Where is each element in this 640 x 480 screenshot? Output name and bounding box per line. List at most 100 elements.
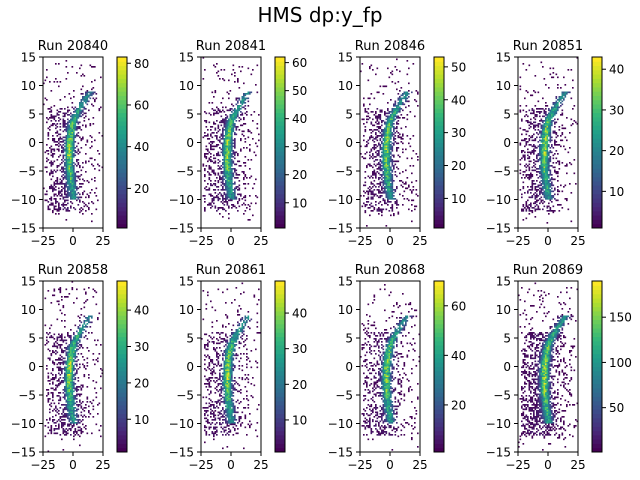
- heatmap-cell: [68, 384, 71, 387]
- heatmap-cell: [73, 386, 75, 388]
- heatmap-cell: [229, 175, 232, 178]
- heatmap-cell: [222, 121, 224, 124]
- heatmap-cell: [542, 175, 544, 178]
- heatmap-cell: [77, 342, 80, 345]
- heatmap-cell: [217, 127, 220, 130]
- heatmap-cell: [564, 96, 567, 98]
- heatmap-cell: [73, 410, 75, 412]
- heatmap-cell: [249, 148, 251, 151]
- heatmap-cell: [539, 165, 541, 167]
- heatmap-cell: [71, 138, 74, 140]
- heatmap-cell: [210, 141, 212, 143]
- heatmap-cell: [67, 178, 69, 181]
- heatmap-cell: [545, 112, 547, 115]
- heatmap-cell: [384, 171, 386, 173]
- heatmap-cell: [223, 172, 226, 175]
- heatmap-cell: [59, 141, 62, 143]
- colorbar-segment: [592, 129, 602, 135]
- heatmap-cell: [561, 124, 564, 127]
- heatmap-cell: [409, 189, 412, 191]
- heatmap-cell: [240, 150, 242, 152]
- heatmap-cell: [231, 103, 233, 106]
- heatmap-cell: [381, 156, 383, 158]
- heatmap-cell: [82, 384, 84, 387]
- heatmap-cell: [43, 82, 45, 85]
- heatmap-cell: [97, 163, 99, 166]
- heatmap-cell: [528, 121, 531, 124]
- heatmap-cell: [74, 338, 77, 340]
- heatmap-cell: [379, 165, 382, 167]
- heatmap-cell: [527, 154, 529, 157]
- heatmap-cell: [390, 133, 392, 136]
- heatmap-cell: [235, 163, 238, 166]
- heatmap-cell: [528, 213, 531, 215]
- heatmap-cell: [220, 148, 223, 151]
- heatmap-cell: [394, 112, 397, 115]
- heatmap-cell: [240, 165, 242, 167]
- heatmap-cell: [229, 189, 232, 191]
- heatmap-cell: [552, 109, 555, 112]
- heatmap-cell: [50, 354, 53, 357]
- heatmap-cell: [385, 169, 388, 172]
- heatmap-cell: [101, 372, 104, 375]
- heatmap-cell: [235, 207, 238, 209]
- heatmap-cell: [83, 117, 86, 119]
- heatmap-cell: [77, 132, 80, 134]
- heatmap-cell: [205, 126, 208, 128]
- heatmap-cell: [548, 195, 550, 197]
- heatmap-cell: [53, 351, 56, 354]
- heatmap-cell: [367, 112, 370, 115]
- heatmap-cell: [71, 121, 74, 124]
- heatmap-cell: [83, 302, 86, 304]
- heatmap-cell: [549, 208, 552, 211]
- heatmap-cell: [100, 368, 102, 370]
- heatmap-cell: [545, 154, 547, 157]
- heatmap-cell: [68, 178, 71, 181]
- heatmap-cell: [76, 335, 78, 337]
- heatmap-cell: [49, 350, 51, 352]
- heatmap-cell: [59, 181, 62, 184]
- heatmap-cell: [533, 180, 535, 182]
- heatmap-cell: [59, 163, 62, 166]
- heatmap-cell: [46, 332, 48, 334]
- heatmap-cell: [85, 171, 87, 173]
- heatmap-cell: [74, 190, 77, 193]
- heatmap-cell: [225, 201, 227, 203]
- heatmap-cell: [82, 109, 84, 112]
- heatmap-cell: [575, 121, 577, 124]
- heatmap-cell: [400, 103, 403, 106]
- heatmap-cell: [214, 66, 217, 68]
- heatmap-cell: [384, 85, 386, 88]
- heatmap-cell: [372, 186, 374, 188]
- heatmap-cell: [220, 120, 223, 122]
- heatmap-cell: [551, 121, 553, 124]
- heatmap-cell: [73, 375, 75, 378]
- heatmap-cell: [210, 135, 212, 137]
- heatmap-cell: [548, 198, 550, 200]
- heatmap-cell: [231, 169, 233, 172]
- heatmap-cell: [534, 201, 537, 203]
- heatmap-cell: [64, 139, 66, 142]
- heatmap-cell: [393, 109, 395, 112]
- heatmap-cell: [76, 348, 78, 351]
- heatmap-cell: [91, 93, 93, 95]
- colorbar-segment: [275, 223, 285, 229]
- heatmap-cell: [563, 94, 565, 97]
- heatmap-cell: [372, 174, 374, 176]
- heatmap-cell: [397, 135, 400, 137]
- heatmap-cell: [543, 156, 546, 158]
- heatmap-cell: [71, 347, 74, 349]
- heatmap-cell: [74, 347, 77, 349]
- heatmap-cell: [243, 82, 245, 85]
- heatmap-cell: [387, 157, 389, 160]
- heatmap-cell: [55, 124, 57, 127]
- heatmap-cell: [524, 154, 526, 157]
- heatmap-cell: [70, 339, 72, 342]
- heatmap-cell: [235, 97, 238, 100]
- heatmap-cell: [228, 118, 230, 121]
- heatmap-cell: [561, 93, 564, 95]
- heatmap-cell: [545, 165, 547, 167]
- heatmap-cell: [546, 129, 549, 131]
- heatmap-cell: [528, 124, 531, 127]
- heatmap-cell: [56, 181, 59, 184]
